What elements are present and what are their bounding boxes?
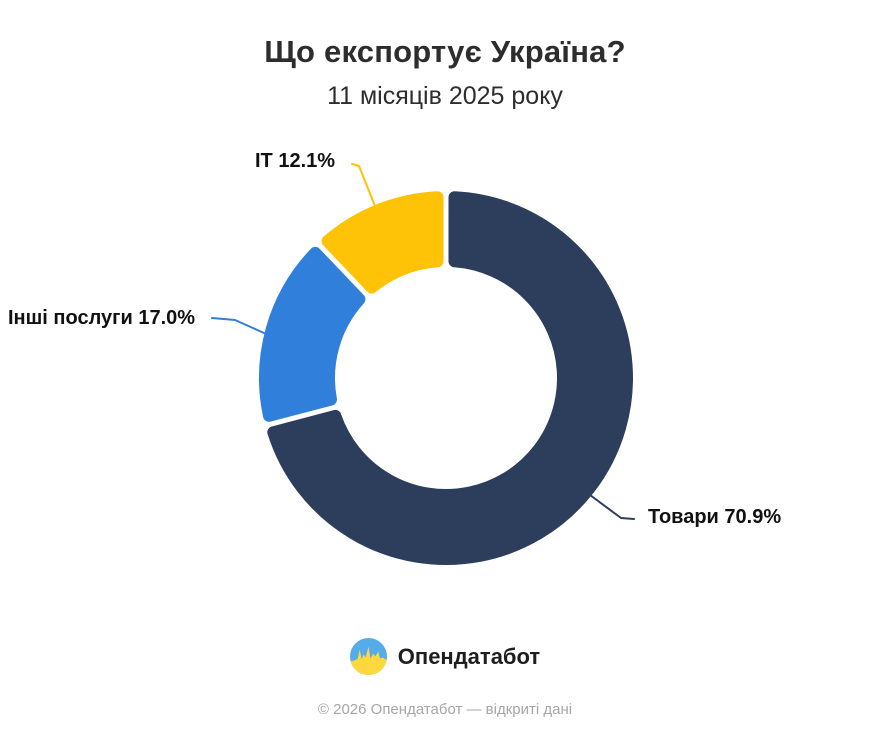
copyright-line: © 2026 Опендатабот — відкриті дані [317,701,573,718]
callout-label-it: IT 12.1% [255,150,336,172]
chart-title: Що експортує Україна? [264,34,626,69]
donut-slice-1 [259,246,366,422]
callout-label-tovary: Товари 70.9% [648,506,782,528]
brand-name: Опендатабот [397,643,541,669]
donut-slice-0 [267,191,633,565]
opendatabot-logo-icon [349,638,387,675]
leader-line-0 [585,491,635,520]
brand-row: Опендатабот [0,638,890,675]
callout-label-inshi-poslugy: Інші послуги 17.0% [8,307,196,329]
chart-subtitle: 11 місяців 2025 року [327,82,563,110]
leader-line-2 [351,163,376,207]
donut-slice-2 [321,191,444,294]
leader-line-1 [211,317,265,334]
